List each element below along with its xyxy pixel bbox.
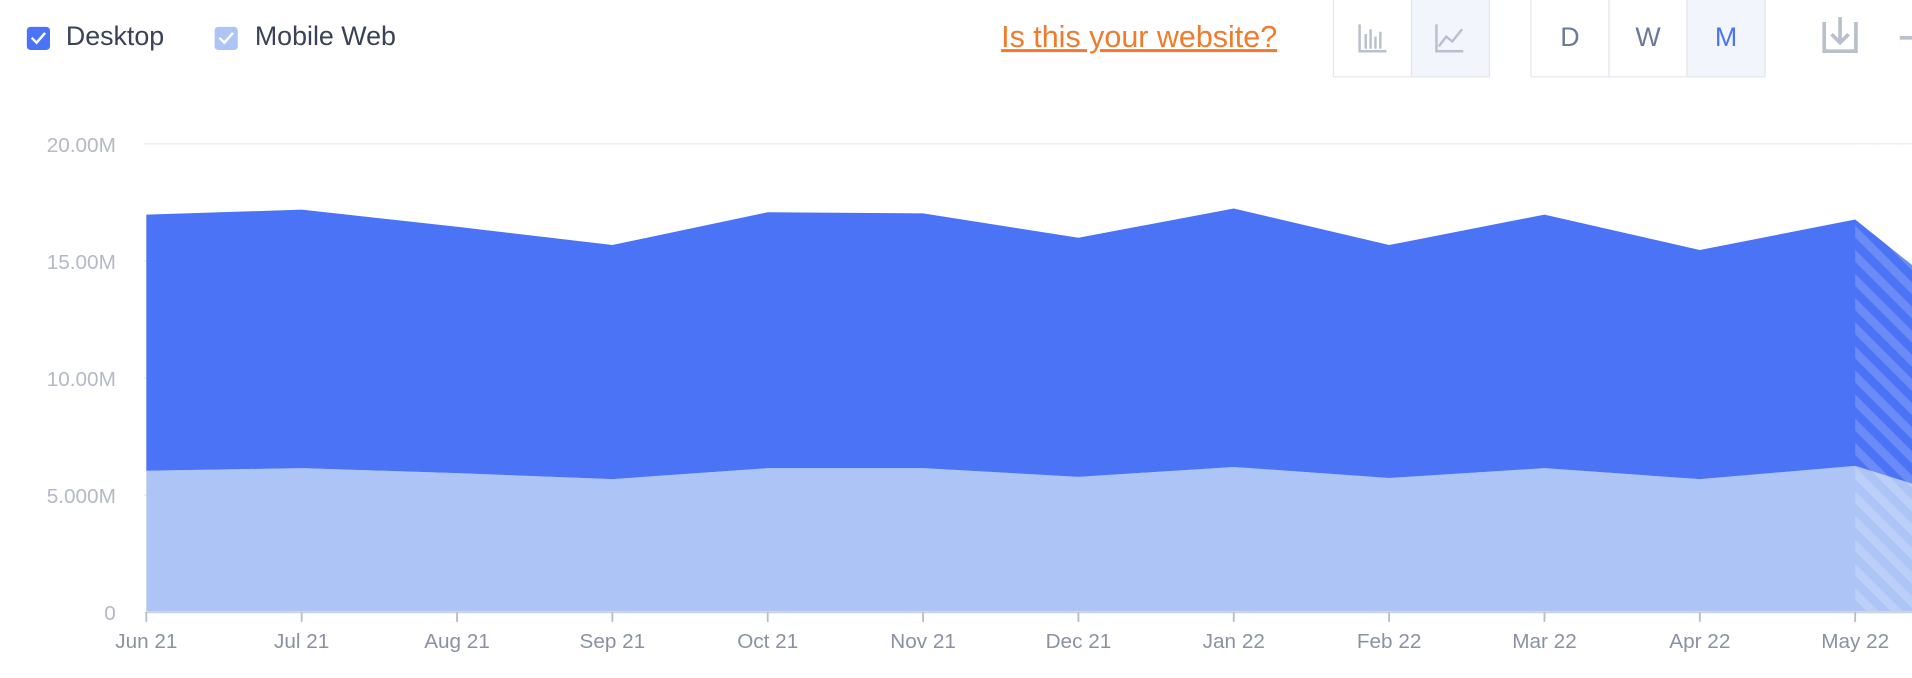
mobile-checkbox[interactable] [214,26,238,51]
y-tick-label: 20.00M [47,134,116,157]
x-tick-label: Dec 21 [1046,630,1112,653]
area [146,465,1912,613]
check [218,32,234,45]
line-chart-button[interactable] [1410,0,1491,78]
desktop-checkbox[interactable] [26,26,50,51]
area [146,208,1912,484]
granularity-label: D [1560,22,1579,52]
check [30,32,47,45]
x-tick-label: Nov 21 [890,630,956,653]
download-icon[interactable] [1822,17,1858,54]
y-tick-label: 0 [104,602,116,625]
x-tick-label: Oct 21 [737,630,798,653]
y-tick-label: 15.00M [47,251,116,274]
granularity-label: M [1715,22,1737,52]
toolbar: Desktop Mobile Web Is this your website?… [26,0,1912,78]
granularity-button[interactable] [1530,0,1610,78]
x-tick-label: Sep 21 [580,630,646,653]
granularity-button[interactable] [1686,0,1766,78]
line-icon [1435,24,1464,53]
granularity-label: W [1635,22,1661,52]
x-tick-label: Aug 21 [424,630,490,653]
x-tick-label: Jul 21 [274,630,329,653]
x-tick-label: Feb 22 [1357,630,1422,653]
y-tick-label: 10.00M [47,368,116,391]
legend-label[interactable]: Mobile Web [255,21,396,51]
website-link[interactable]: Is this your website? [1001,20,1277,54]
bar-chart-button[interactable] [1332,0,1413,78]
x-tick-label: Mar 22 [1512,630,1576,653]
bar-icon [1358,24,1387,53]
x-tick-label: Jun 21 [115,630,177,653]
y-tick-label: 5.000M [47,485,116,508]
partial-hatch [1855,143,1912,613]
x-tick-label: May 22 [1821,630,1889,653]
x-tick-label: Apr 22 [1669,630,1730,653]
legend-label[interactable]: Desktop [66,21,164,51]
x-tick-label: Jan 22 [1203,630,1265,653]
granularity-button[interactable] [1608,0,1688,78]
